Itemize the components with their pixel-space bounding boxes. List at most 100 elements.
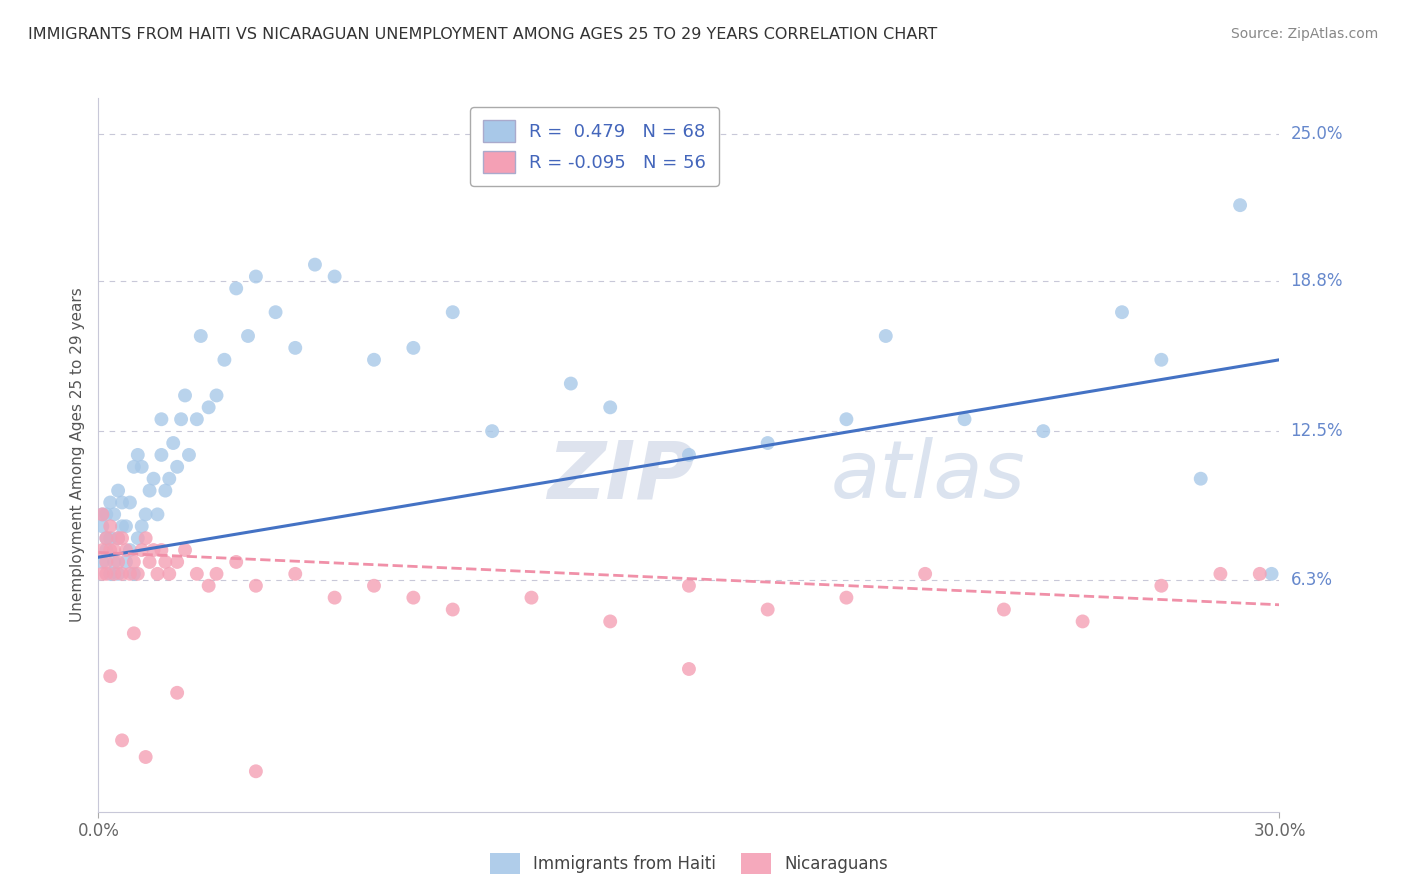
Point [1150,579,1173,593]
Point [835,412,858,426]
Point [323,269,346,284]
Point [363,352,385,367]
Point [441,602,464,616]
Point [481,424,503,438]
Point [264,305,287,319]
Point [1071,615,1094,629]
Point [135,531,157,545]
Point [98,543,121,558]
Point [225,281,247,295]
Point [142,543,165,558]
Text: atlas: atlas [831,437,1025,516]
Text: IMMIGRANTS FROM HAITI VS NICARAGUAN UNEMPLOYMENT AMONG AGES 25 TO 29 YEARS CORRE: IMMIGRANTS FROM HAITI VS NICARAGUAN UNEM… [28,27,938,42]
Point [162,436,184,450]
Point [166,459,188,474]
Point [98,495,121,509]
Point [914,566,936,581]
Point [98,519,121,533]
Point [1229,198,1251,212]
Point [560,376,582,391]
Text: 25.0%: 25.0% [1291,125,1343,143]
Point [174,388,197,402]
Point [197,401,219,415]
Point [138,555,160,569]
Point [197,579,219,593]
Point [678,579,700,593]
Point [1111,305,1133,319]
Point [122,555,145,569]
Point [174,543,197,558]
Point [111,519,134,533]
Point [953,412,976,426]
Point [225,555,247,569]
Text: ZIP: ZIP [547,437,695,516]
Point [284,341,307,355]
Point [107,531,129,545]
Point [146,508,169,522]
Point [1150,352,1173,367]
Point [91,508,114,522]
Point [214,352,236,367]
Point [875,329,897,343]
Point [142,472,165,486]
Point [138,483,160,498]
Point [1260,566,1282,581]
Point [166,686,188,700]
Point [155,483,177,498]
Point [186,566,208,581]
Point [96,531,118,545]
Point [96,555,118,569]
Point [170,412,193,426]
Point [91,508,114,522]
Point [520,591,543,605]
Point [107,555,129,569]
Point [402,341,425,355]
Point [150,448,173,462]
Point [678,448,700,462]
Point [111,566,134,581]
Point [115,555,138,569]
Point [1209,566,1232,581]
Point [111,495,134,509]
Point [284,566,307,581]
Point [98,669,121,683]
Point [993,602,1015,616]
Point [107,483,129,498]
Point [756,602,779,616]
Point [756,436,779,450]
Point [122,566,145,581]
Point [1249,566,1271,581]
Point [599,401,621,415]
Point [96,508,118,522]
Point [91,566,114,581]
Text: 6.3%: 6.3% [1291,571,1333,589]
Point [441,305,464,319]
Point [122,459,145,474]
Point [91,519,114,533]
Point [363,579,385,593]
Point [304,258,326,272]
Point [135,750,157,764]
Point [127,566,149,581]
Point [131,543,153,558]
Point [245,764,267,779]
Point [236,329,259,343]
Point [131,459,153,474]
Point [103,566,125,581]
Point [131,519,153,533]
Point [155,555,177,569]
Point [96,543,118,558]
Point [115,519,138,533]
Point [177,448,200,462]
Point [103,508,125,522]
Point [245,269,267,284]
Point [146,566,169,581]
Point [111,531,134,545]
Point [127,448,149,462]
Point [1189,472,1212,486]
Text: 12.5%: 12.5% [1291,422,1343,440]
Point [157,472,180,486]
Point [190,329,212,343]
Point [103,555,125,569]
Point [91,555,114,569]
